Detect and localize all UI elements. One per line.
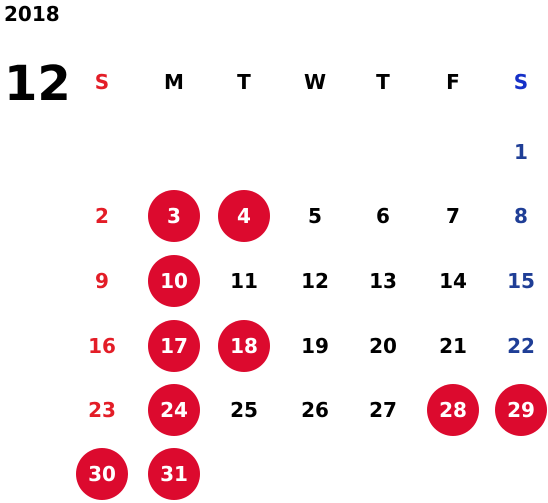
- weekday-header-tuesday: T: [237, 70, 251, 94]
- day-cell[interactable]: 1: [514, 140, 528, 164]
- day-cell-highlighted[interactable]: 31: [148, 448, 200, 500]
- day-cell-highlighted[interactable]: 10: [148, 255, 200, 307]
- day-cell[interactable]: 2: [95, 204, 109, 228]
- day-cell[interactable]: 20: [369, 334, 397, 358]
- year-label: 2018: [4, 2, 60, 26]
- day-cell[interactable]: 22: [507, 334, 535, 358]
- day-cell[interactable]: 15: [507, 269, 535, 293]
- day-cell[interactable]: 7: [446, 204, 460, 228]
- day-cell[interactable]: 23: [88, 398, 116, 422]
- day-cell-highlighted[interactable]: 18: [218, 320, 270, 372]
- weekday-header-monday: M: [164, 70, 184, 94]
- day-cell[interactable]: 16: [88, 334, 116, 358]
- day-cell[interactable]: 9: [95, 269, 109, 293]
- day-cell[interactable]: 13: [369, 269, 397, 293]
- day-cell-highlighted[interactable]: 24: [148, 384, 200, 436]
- day-cell[interactable]: 8: [514, 204, 528, 228]
- day-cell[interactable]: 21: [439, 334, 467, 358]
- weekday-header-friday: F: [446, 70, 460, 94]
- weekday-header-sunday: S: [94, 70, 110, 94]
- day-cell-highlighted[interactable]: 17: [148, 320, 200, 372]
- day-cell[interactable]: 19: [301, 334, 329, 358]
- weekday-header-thursday: T: [376, 70, 390, 94]
- day-cell-highlighted[interactable]: 3: [148, 190, 200, 242]
- day-cell[interactable]: 6: [376, 204, 390, 228]
- month-number: 12: [4, 56, 71, 112]
- day-cell[interactable]: 5: [308, 204, 322, 228]
- weekday-header-wednesday: W: [303, 70, 327, 94]
- day-cell-highlighted[interactable]: 28: [427, 384, 479, 436]
- day-cell[interactable]: 12: [301, 269, 329, 293]
- day-cell-highlighted[interactable]: 4: [218, 190, 270, 242]
- weekday-header-saturday: S: [513, 70, 529, 94]
- day-cell[interactable]: 14: [439, 269, 467, 293]
- day-cell[interactable]: 26: [301, 398, 329, 422]
- day-cell-highlighted[interactable]: 29: [495, 384, 547, 436]
- day-cell[interactable]: 25: [230, 398, 258, 422]
- day-cell-highlighted[interactable]: 30: [76, 448, 128, 500]
- day-cell[interactable]: 11: [230, 269, 258, 293]
- day-cell[interactable]: 27: [369, 398, 397, 422]
